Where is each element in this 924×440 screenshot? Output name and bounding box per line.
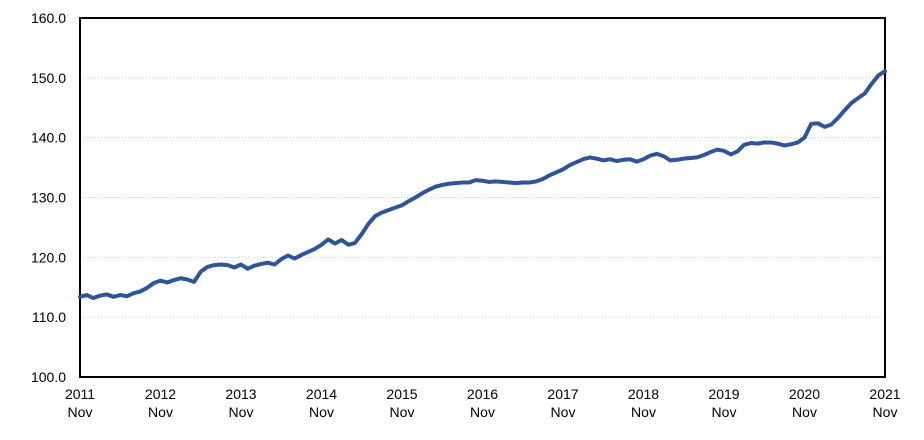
- x-tick-label-year: 2018: [628, 386, 659, 402]
- x-tick-label-year: 2016: [467, 386, 498, 402]
- data-series-line: [78, 69, 887, 301]
- x-tick-label-month: Nov: [309, 404, 334, 420]
- y-tick-label: 140.0: [31, 130, 66, 146]
- x-tick-label-year: 2015: [386, 386, 417, 402]
- x-tick-label-month: Nov: [229, 404, 254, 420]
- x-tick-label-month: Nov: [551, 404, 576, 420]
- x-tick-label-year: 2017: [547, 386, 578, 402]
- y-tick-label: 110.0: [32, 309, 66, 325]
- x-tick-label-month: Nov: [148, 404, 173, 420]
- x-tick-label-year: 2013: [225, 386, 256, 402]
- x-tick-label-month: Nov: [873, 404, 898, 420]
- x-tick-label-month: Nov: [470, 404, 495, 420]
- x-tick-label-month: Nov: [390, 404, 415, 420]
- x-tick-label-year: 2020: [789, 386, 820, 402]
- y-tick-label: 150.0: [31, 70, 66, 86]
- x-tick-label-year: 2011: [65, 386, 95, 402]
- x-tick-label-month: Nov: [712, 404, 737, 420]
- x-tick-label-month: Nov: [792, 404, 817, 420]
- y-tick-label: 160.0: [31, 10, 66, 26]
- x-tick-label-year: 2021: [869, 386, 900, 402]
- y-tick-label: 100.0: [31, 369, 66, 385]
- plot-border: [79, 17, 886, 378]
- y-tick-label: 130.0: [31, 190, 66, 206]
- x-tick-label-year: 2012: [145, 386, 176, 402]
- x-tick-label-month: Nov: [631, 404, 656, 420]
- x-tick-label-month: Nov: [68, 404, 93, 420]
- x-tick-label-year: 2014: [306, 386, 337, 402]
- x-tick-label-year: 2019: [708, 386, 739, 402]
- y-tick-label: 120.0: [31, 249, 66, 265]
